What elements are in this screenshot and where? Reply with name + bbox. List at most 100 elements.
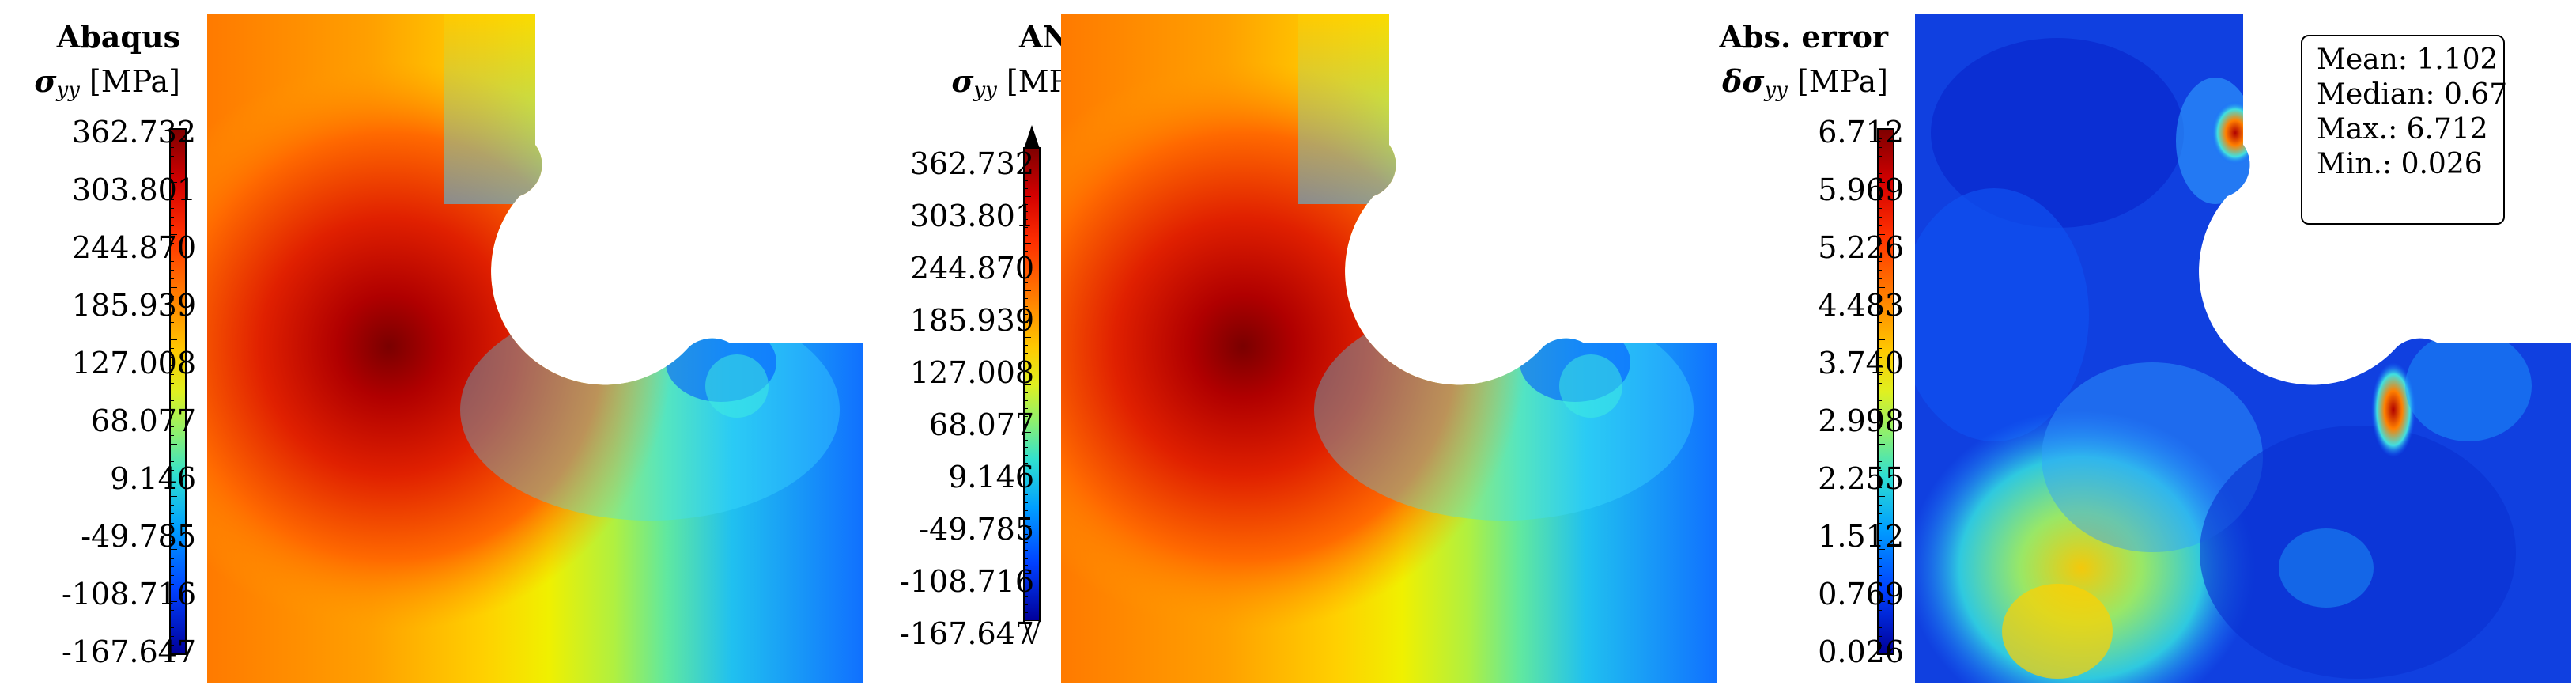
colorbar-minor-tick: [1025, 565, 1028, 566]
colorbar-tick-label: 6.712: [1818, 115, 1904, 150]
colorbar-minor-tick: [1025, 541, 1028, 543]
colorbar-minor-tick: [171, 540, 174, 541]
quantity-label: δσyy [MPa]: [1722, 64, 1888, 101]
colorbar-minor-tick: [1879, 138, 1882, 140]
colorbar-minor-tick: [171, 409, 174, 411]
colorbar-minor-tick: [171, 234, 177, 236]
colorbar-minor-tick: [1025, 172, 1028, 173]
colorbar-minor-tick: [1025, 345, 1028, 346]
colorbar-tick-label: 303.801: [909, 199, 1034, 233]
colorbar-minor-tick: [171, 269, 174, 271]
panel-abaqus: Abaqus σyy [MPa] 362.732 303.801 244.870…: [0, 0, 863, 693]
colorbar-minor-tick: [1879, 444, 1885, 445]
colorbar-minor-tick: [171, 199, 174, 201]
colorbar-minor-tick: [1879, 609, 1882, 611]
colorbar-minor-tick: [171, 312, 174, 314]
colorbar-minor-tick: [171, 522, 174, 524]
colorbar-minor-tick: [1025, 517, 1028, 519]
colorbar-minor-tick: [171, 321, 174, 323]
colorbar-minor-tick: [1025, 297, 1028, 299]
colorbar-minor-tick: [1879, 356, 1882, 358]
colorbar-minor-tick: [1025, 353, 1028, 354]
colorbar-minor-tick: [1879, 513, 1882, 515]
colorbar-minor-tick: [1879, 347, 1882, 349]
colorbar-minor-tick: [1879, 286, 1885, 288]
colorbar-minor-tick: [1879, 583, 1882, 585]
colorbar-minor-tick: [1025, 573, 1031, 574]
colorbar-minor-tick: [171, 548, 177, 550]
colorbar-minor-tick: [171, 609, 174, 611]
colorbar-minor-tick: [1025, 305, 1028, 307]
colorbar-minor-tick: [171, 627, 174, 628]
colorbar-minor-tick: [171, 217, 174, 218]
quantity-unit: [MPa]: [1796, 64, 1888, 99]
colorbar-minor-tick: [1879, 295, 1882, 297]
colorbar-minor-tick: [1025, 549, 1028, 551]
colorbar-tick-label: 127.008: [71, 346, 196, 381]
colorbar-minor-tick: [1025, 494, 1028, 496]
colorbar-minor-tick: [1879, 208, 1882, 210]
colorbar-minor-tick: [171, 644, 174, 646]
colorbar-minor-tick: [171, 138, 174, 140]
colorbar-minor-tick: [171, 347, 174, 349]
colorbar-minor-tick: [171, 356, 174, 358]
colorbar-minor-tick: [1879, 635, 1882, 637]
statistics-box: Mean: 1.102 Median: 0.67 Max.: 6.712 Min…: [2301, 35, 2507, 225]
colorbar-minor-tick: [1879, 644, 1882, 646]
colorbar-tick-label: 303.801: [71, 172, 196, 207]
colorbar-minor-tick: [1879, 522, 1882, 524]
colorbar-minor-tick: [1879, 173, 1882, 175]
colorbar-minor-tick: [171, 505, 174, 506]
colorbar-tick-label: 1.512: [1818, 519, 1904, 554]
error-field-plot: [1915, 14, 2571, 683]
stress-field-plot: [207, 14, 863, 683]
colorbar-minor-tick: [171, 557, 174, 559]
colorbar-minor-tick: [1025, 180, 1028, 181]
colorbar-minor-tick: [171, 208, 174, 210]
colorbar-minor-tick: [171, 260, 174, 262]
stat-mean: Mean: 1.102: [2317, 44, 2499, 76]
colorbar-minor-tick: [1879, 269, 1882, 271]
colorbar-minor-tick: [171, 382, 174, 384]
colorbar-minor-tick: [1879, 574, 1882, 576]
colorbar-minor-tick: [171, 583, 174, 585]
colorbar-minor-tick: [1025, 384, 1031, 385]
colorbar-minor-tick: [1879, 260, 1882, 262]
quantity-symbol: σ: [951, 63, 974, 99]
colorbar: [1877, 128, 1894, 655]
colorbar-minor-tick: [1025, 329, 1028, 331]
colorbar-tick-label: 68.077: [91, 403, 196, 438]
colorbar-minor-tick: [1879, 225, 1882, 227]
colorbar-tick-label: 68.077: [929, 407, 1034, 442]
colorbar-minor-tick: [171, 426, 174, 428]
colorbar-minor-tick: [1879, 426, 1882, 428]
colorbar-minor-tick: [1879, 382, 1882, 384]
panel-title: Abs. error: [1719, 19, 1889, 55]
colorbar-tick-label: -108.716: [900, 564, 1034, 599]
colorbar-minor-tick: [171, 435, 174, 437]
colorbar-minor-tick: [171, 513, 174, 515]
colorbar-minor-tick: [171, 225, 174, 227]
colorbar-minor-tick: [1879, 199, 1882, 201]
colorbar-minor-tick: [1025, 557, 1028, 559]
colorbar-minor-tick: [1879, 557, 1882, 559]
colorbar-tick-label: 244.870: [71, 230, 196, 265]
colorbar-minor-tick: [1879, 470, 1882, 471]
colorbar-tick-label: 4.483: [1818, 288, 1904, 323]
colorbar-minor-tick: [1879, 409, 1882, 411]
colorbar-minor-tick: [1025, 439, 1028, 441]
colorbar-minor-tick: [1025, 203, 1028, 205]
colorbar-minor-tick: [1025, 400, 1028, 401]
colorbar-minor-tick: [171, 373, 174, 375]
stat-min: Min.: 0.026: [2317, 148, 2483, 180]
quantity-symbol: σ: [34, 63, 57, 99]
stress-field-plot: [1061, 14, 1717, 683]
colorbar-minor-tick: [1025, 243, 1031, 244]
colorbar-down-arrow-icon: [1023, 620, 1041, 644]
colorbar-tick-label: -167.647: [62, 634, 196, 669]
colorbar-minor-tick: [1879, 243, 1882, 244]
colorbar-minor-tick: [171, 496, 177, 498]
colorbar-minor-tick: [1879, 400, 1882, 402]
colorbar-tick-label: -108.716: [62, 577, 196, 612]
colorbar-minor-tick: [1879, 496, 1885, 498]
